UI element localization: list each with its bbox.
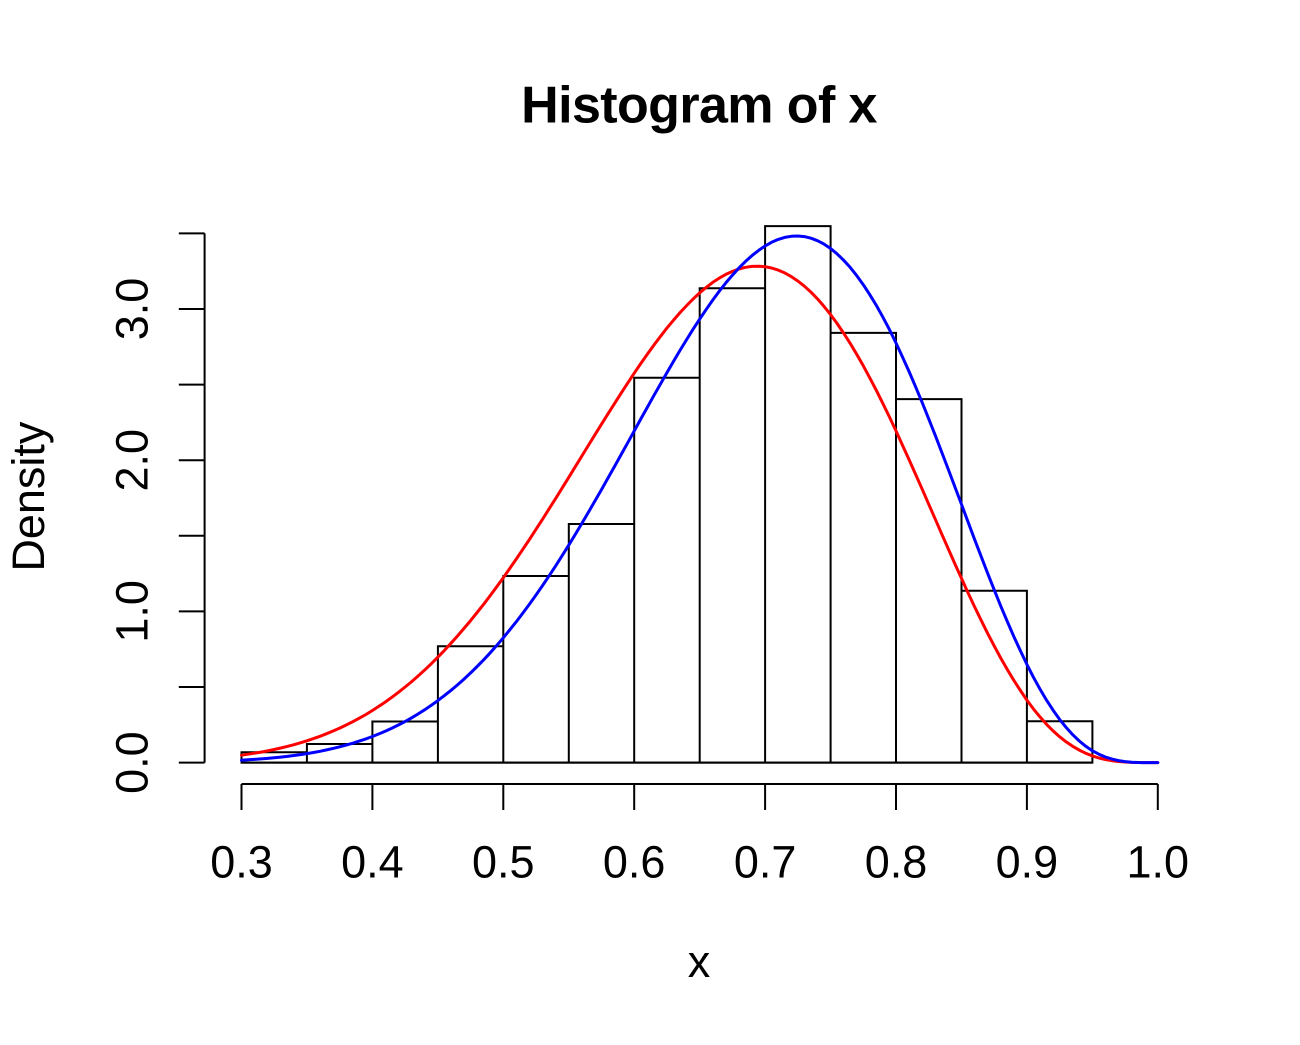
svg-text:3.0: 3.0 (107, 278, 158, 341)
svg-text:1.0: 1.0 (1127, 837, 1190, 888)
svg-text:0.5: 0.5 (472, 837, 535, 888)
svg-text:Density: Density (3, 421, 54, 572)
svg-text:0.9: 0.9 (996, 837, 1059, 888)
svg-text:0.6: 0.6 (603, 837, 666, 888)
svg-text:0.7: 0.7 (734, 837, 797, 888)
svg-text:Histogram of x: Histogram of x (521, 77, 877, 135)
svg-text:2.0: 2.0 (107, 429, 158, 492)
svg-text:0.4: 0.4 (341, 837, 404, 888)
svg-text:0.8: 0.8 (865, 837, 928, 888)
svg-text:x: x (688, 936, 711, 987)
svg-text:0.3: 0.3 (210, 837, 273, 888)
svg-text:0.0: 0.0 (107, 731, 158, 794)
svg-text:1.0: 1.0 (107, 580, 158, 643)
